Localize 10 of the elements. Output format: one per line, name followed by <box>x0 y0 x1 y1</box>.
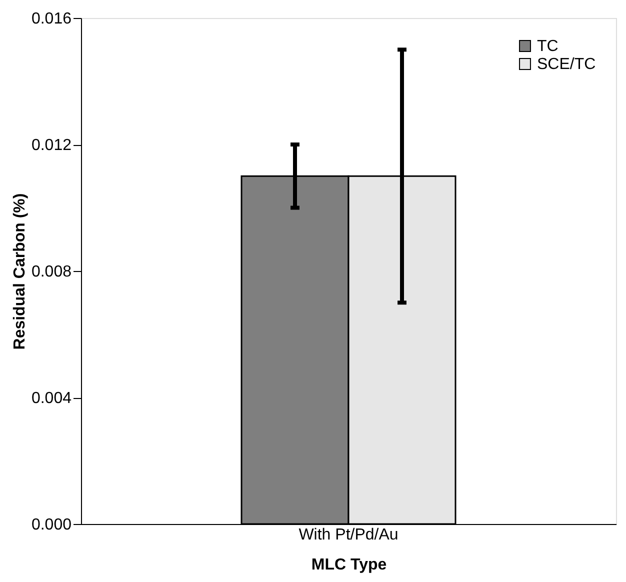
x-tick-label: With Pt/Pd/Au <box>298 526 398 544</box>
y-tick-label: 0.004 <box>31 390 72 407</box>
y-tick-label: 0.008 <box>31 264 72 280</box>
y-tick-label: 0.000 <box>31 516 72 534</box>
y-axis-title: Residual Carbon (%) <box>11 193 28 350</box>
legend-label: SCE/TC <box>537 56 596 73</box>
legend-label: TC <box>537 38 558 55</box>
y-tick-label: 0.012 <box>31 137 72 154</box>
x-axis-title: MLC Type <box>311 556 387 574</box>
y-tick-label: 0.016 <box>31 10 72 28</box>
